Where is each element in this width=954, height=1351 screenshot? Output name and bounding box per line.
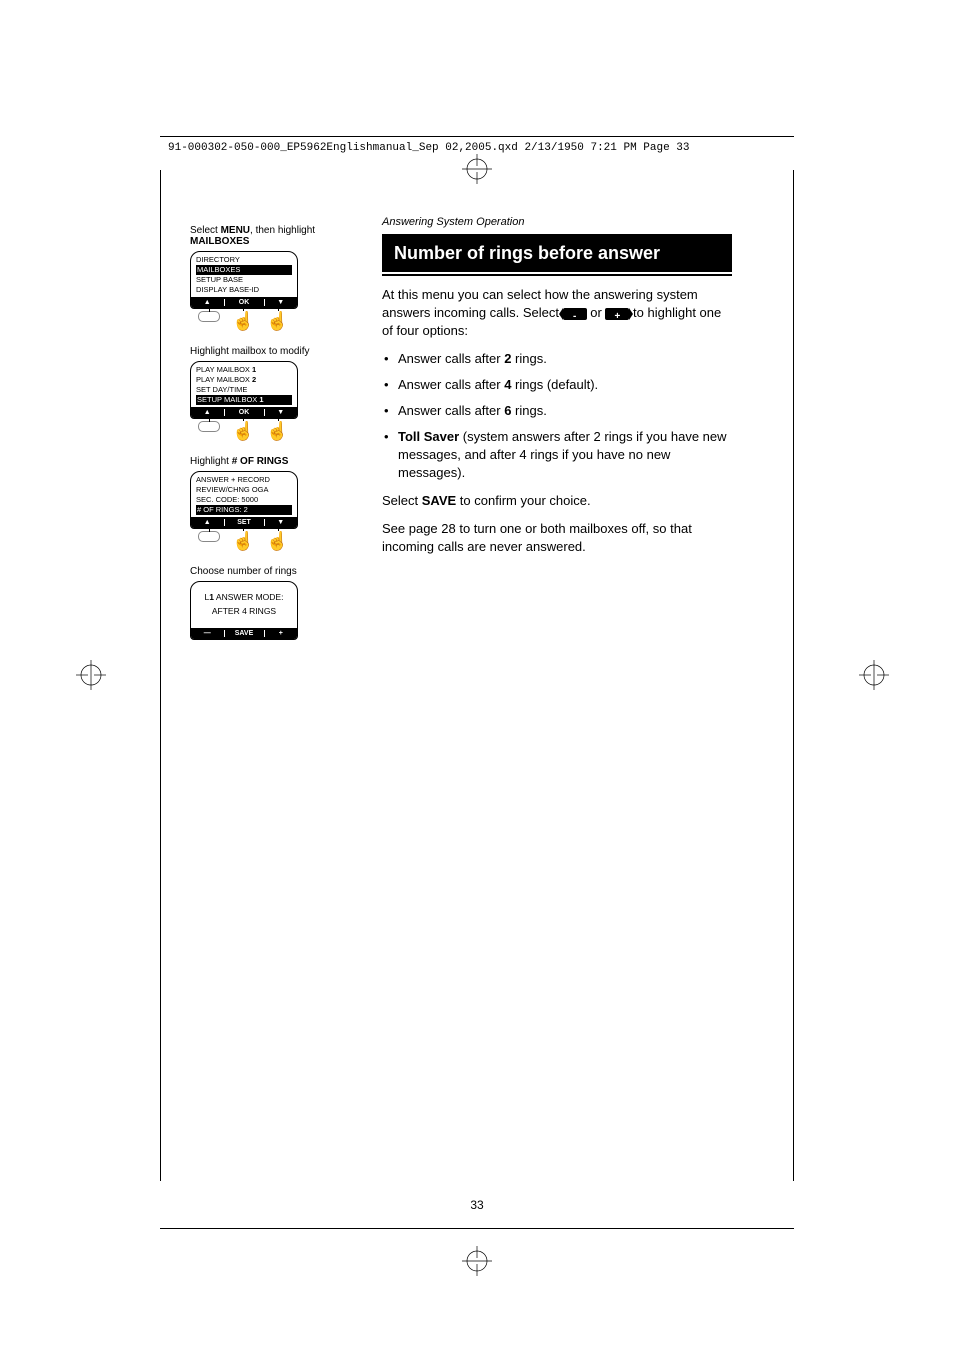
cropmark-left bbox=[76, 660, 106, 690]
hand-pointer-icon: ☝ bbox=[266, 311, 288, 332]
softkey-down-icon: ▼ bbox=[265, 409, 298, 416]
options-list: Answer calls after 2 rings. Answer calls… bbox=[382, 350, 732, 482]
option-6-rings: Answer calls after 6 rings. bbox=[398, 402, 732, 420]
screen3-line4-highlighted: # OF RINGS: 2 bbox=[196, 505, 292, 515]
page-number: 33 bbox=[0, 1198, 954, 1212]
screen1-line2-highlighted: MAILBOXES bbox=[196, 265, 292, 275]
softkey-ok: OK bbox=[225, 409, 265, 416]
instruction-steps-column: Select MENU, then highlight MAILBOXES DI… bbox=[190, 225, 340, 640]
save-paragraph: Select SAVE to confirm your choice. bbox=[382, 492, 732, 510]
option-toll-saver: Toll Saver (system answers after 2 rings… bbox=[398, 428, 732, 482]
screen2-line3: SET DAY/TIME bbox=[196, 385, 247, 394]
blank-button-icon bbox=[198, 421, 220, 432]
running-header: 91-000302-050-000_EP5962Englishmanual_Se… bbox=[168, 142, 690, 154]
cropmark-bottom bbox=[462, 1246, 492, 1276]
softkey-up-icon: ▲ bbox=[191, 409, 225, 416]
page-title: Number of rings before answer bbox=[394, 243, 722, 264]
blank-button-icon bbox=[198, 531, 220, 542]
step1-caption: Select MENU, then highlight MAILBOXES bbox=[190, 225, 340, 247]
screen3-settings: ANSWER + RECORD REVIEW/CHNG OGA SEC. COD… bbox=[190, 471, 298, 529]
cropmark-top bbox=[462, 154, 492, 184]
step1-hands: ☝ ☝ bbox=[198, 311, 340, 332]
header-rule bbox=[160, 136, 794, 137]
screen3-line2: REVIEW/CHNG OGA bbox=[196, 485, 269, 494]
cropmark-right bbox=[859, 660, 889, 690]
screen1-line4: DISPLAY BASE-ID bbox=[196, 285, 259, 294]
option-2-rings: Answer calls after 2 rings. bbox=[398, 350, 732, 368]
hand-pointer-icon: ☝ bbox=[232, 311, 254, 332]
hand-pointer-icon: ☝ bbox=[232, 421, 254, 442]
screen3-line3: SEC. CODE: 5000 bbox=[196, 495, 258, 504]
step4-caption: Choose number of rings bbox=[190, 566, 340, 577]
page-boundary-right bbox=[793, 170, 794, 1181]
minus-key-icon: - bbox=[563, 308, 587, 320]
softkey-plus: + bbox=[265, 630, 298, 637]
screen4-answermode: L1 ANSWER MODE: AFTER 4 RINGS — SAVE + bbox=[190, 581, 298, 640]
screen2-line2: PLAY MAILBOX 2 bbox=[196, 375, 256, 384]
hand-pointer-icon: ☝ bbox=[232, 531, 254, 552]
softkey-set: SET bbox=[225, 519, 265, 526]
screen2-line4-highlighted: SETUP MAILBOX 1 bbox=[196, 395, 292, 405]
main-content-column: Answering System Operation Number of rin… bbox=[382, 216, 732, 566]
screen3-line1: ANSWER + RECORD bbox=[196, 475, 270, 484]
blank-button-icon bbox=[198, 311, 220, 322]
option-4-rings: Answer calls after 4 rings (default). bbox=[398, 376, 732, 394]
softkey-down-icon: ▼ bbox=[265, 299, 298, 306]
softkey-ok: OK bbox=[225, 299, 265, 306]
crossref-paragraph: See page 28 to turn one or both mailboxe… bbox=[382, 520, 732, 556]
step2-hands: ☝ ☝ bbox=[198, 421, 340, 442]
step3-caption: Highlight # OF RINGS bbox=[190, 456, 340, 467]
softkey-save: SAVE bbox=[225, 630, 265, 637]
softkey-up-icon: ▲ bbox=[191, 519, 225, 526]
step3-hands: ☝ ☝ bbox=[198, 531, 340, 552]
screen4-softkeys: — SAVE + bbox=[191, 628, 297, 639]
screen2-mailbox: PLAY MAILBOX 1 PLAY MAILBOX 2 SET DAY/TI… bbox=[190, 361, 298, 419]
title-bar: Number of rings before answer bbox=[382, 234, 732, 272]
plus-key-icon: + bbox=[605, 308, 629, 320]
screen1-line1: DIRECTORY bbox=[196, 255, 240, 264]
screen1-line3: SETUP BASE bbox=[196, 275, 243, 284]
screen1-menu: DIRECTORY MAILBOXES SETUP BASE DISPLAY B… bbox=[190, 251, 298, 309]
step2-caption: Highlight mailbox to modify bbox=[190, 346, 340, 357]
screen4-line1: L1 ANSWER MODE: bbox=[205, 592, 284, 602]
softkey-down-icon: ▼ bbox=[265, 519, 298, 526]
intro-paragraph: At this menu you can select how the answ… bbox=[382, 286, 732, 340]
soft key-minus: — bbox=[191, 630, 225, 637]
section-label: Answering System Operation bbox=[382, 216, 732, 228]
screen4-line2: AFTER 4 RINGS bbox=[212, 606, 276, 616]
screen2-line1: PLAY MAILBOX 1 bbox=[196, 365, 256, 374]
footer-rule bbox=[160, 1228, 794, 1229]
softkey-up-icon: ▲ bbox=[191, 299, 225, 306]
page-boundary-left bbox=[160, 170, 161, 1181]
hand-pointer-icon: ☝ bbox=[266, 421, 288, 442]
hand-pointer-icon: ☝ bbox=[266, 531, 288, 552]
